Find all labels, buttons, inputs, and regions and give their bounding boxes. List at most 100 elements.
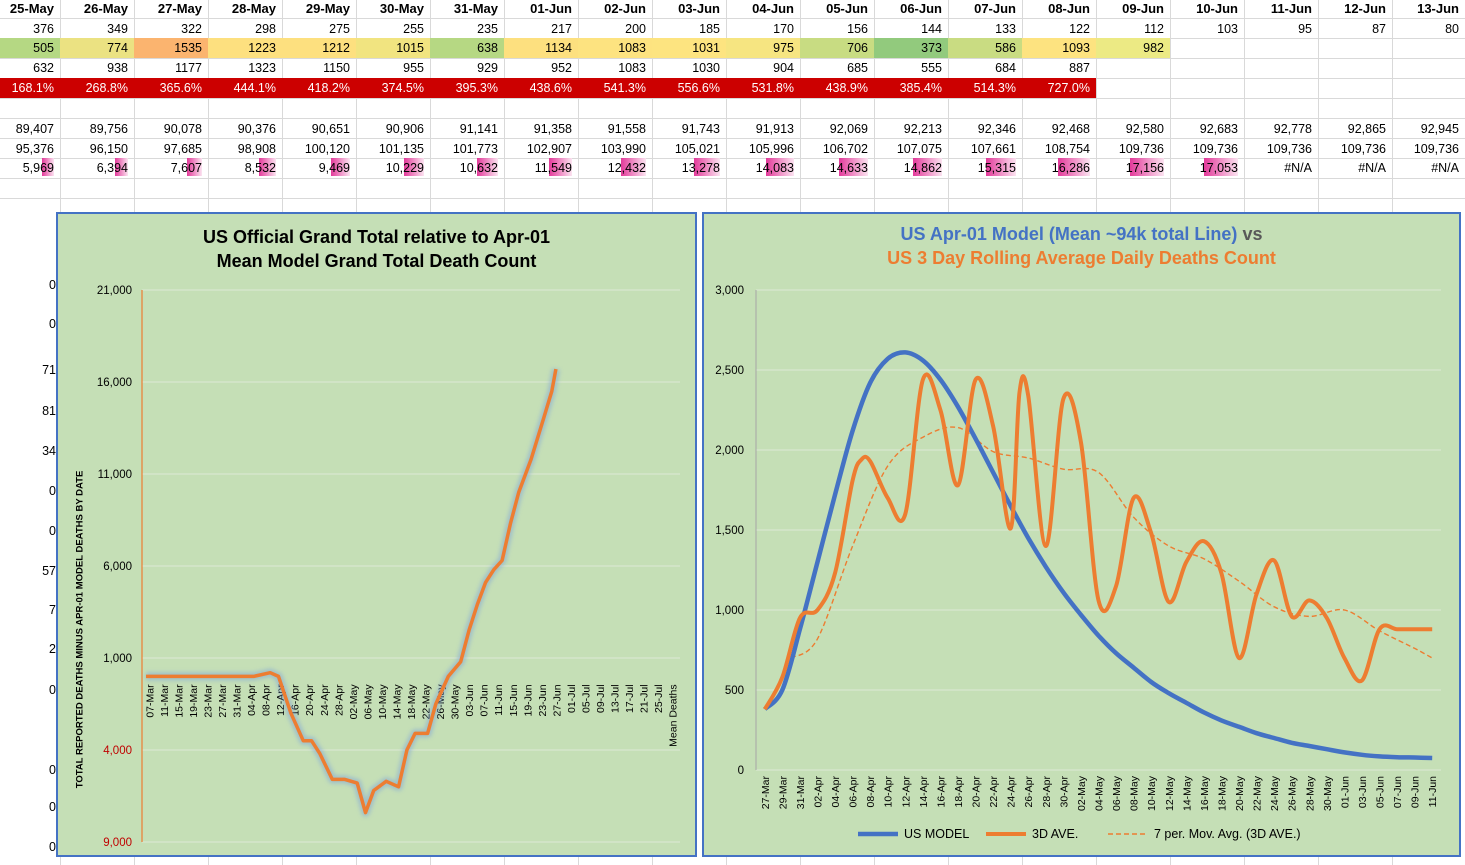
model-daily-cell[interactable]: 133 — [995, 22, 1016, 36]
official-total-cell[interactable]: 105,021 — [674, 142, 720, 156]
date-header[interactable]: 06-Jun — [900, 1, 942, 16]
model-daily-cell[interactable]: 185 — [699, 22, 720, 36]
ratio-cell[interactable]: 395.3% — [430, 78, 504, 98]
date-header[interactable]: 28-May — [231, 1, 276, 16]
official-total-cell[interactable]: 109,736 — [1340, 142, 1386, 156]
model-total-cell[interactable]: 90,651 — [311, 122, 350, 136]
model-total-cell[interactable]: 92,580 — [1125, 122, 1164, 136]
model-daily-cell[interactable]: 200 — [625, 22, 646, 36]
model-total-cell[interactable]: 89,756 — [89, 122, 128, 136]
difference-cell[interactable]: 10,229 — [385, 161, 424, 175]
ratio-cell[interactable]: 374.5% — [356, 78, 430, 98]
rolling-cell[interactable]: 555 — [921, 61, 942, 75]
model-total-cell[interactable]: 91,913 — [755, 122, 794, 136]
model-daily-cell[interactable]: 349 — [107, 22, 128, 36]
date-header[interactable]: 04-Jun — [752, 1, 794, 16]
rolling-cell[interactable]: 1083 — [618, 61, 646, 75]
reported-daily-cell[interactable]: 706 — [800, 38, 874, 58]
official-total-cell[interactable]: 107,661 — [970, 142, 1016, 156]
difference-cell[interactable]: 6,394 — [96, 161, 128, 175]
model-daily-cell[interactable]: 144 — [921, 22, 942, 36]
official-total-cell[interactable]: 105,996 — [748, 142, 794, 156]
date-header[interactable]: 27-May — [157, 1, 202, 16]
date-header[interactable]: 25-May — [9, 1, 54, 16]
ratio-cell[interactable]: 365.6% — [134, 78, 208, 98]
date-header[interactable]: 13-Jun — [1417, 1, 1459, 16]
difference-cell[interactable]: 14,083 — [755, 161, 794, 175]
model-daily-cell[interactable]: 275 — [329, 22, 350, 36]
difference-cell[interactable]: #N/A — [1431, 161, 1459, 175]
model-daily-cell[interactable]: 87 — [1372, 22, 1386, 36]
reported-daily-cell[interactable]: 1083 — [578, 38, 652, 58]
date-header[interactable]: 08-Jun — [1048, 1, 1090, 16]
ratio-cell[interactable]: 556.6% — [652, 78, 726, 98]
reported-daily-cell[interactable]: 505 — [0, 38, 60, 58]
official-total-cell[interactable]: 108,754 — [1044, 142, 1090, 156]
model-daily-cell[interactable]: 112 — [1144, 22, 1164, 36]
reported-daily-cell[interactable]: 638 — [430, 38, 504, 58]
left-margin-cell[interactable]: 2 — [49, 642, 56, 656]
ratio-cell[interactable]: 444.1% — [208, 78, 282, 98]
model-daily-cell[interactable]: 80 — [1445, 22, 1459, 36]
model-daily-cell[interactable]: 122 — [1069, 22, 1090, 36]
left-margin-cell[interactable]: 0 — [49, 840, 56, 854]
date-header[interactable]: 07-Jun — [974, 1, 1016, 16]
reported-daily-cell[interactable]: 1212 — [282, 38, 356, 58]
difference-cell[interactable]: #N/A — [1358, 161, 1386, 175]
official-total-cell[interactable]: 102,907 — [526, 142, 572, 156]
date-header[interactable]: 11-Jun — [1270, 1, 1312, 16]
ratio-cell[interactable]: 514.3% — [948, 78, 1022, 98]
reported-daily-cell[interactable]: 975 — [726, 38, 800, 58]
left-margin-cell[interactable]: 57 — [42, 564, 56, 578]
difference-cell[interactable]: 10,632 — [459, 161, 498, 175]
model-daily-cell[interactable]: 217 — [551, 22, 572, 36]
model-total-cell[interactable]: 91,141 — [459, 122, 498, 136]
official-total-cell[interactable]: 109,736 — [1192, 142, 1238, 156]
chart-daily-deaths-panel[interactable]: US Apr-01 Model (Mean ~94k total Line) v… — [702, 212, 1461, 857]
model-total-cell[interactable]: 92,069 — [829, 122, 868, 136]
ratio-cell[interactable]: 438.6% — [504, 78, 578, 98]
official-total-cell[interactable]: 109,736 — [1118, 142, 1164, 156]
date-header[interactable]: 01-Jun — [530, 1, 572, 16]
difference-cell[interactable]: 17,156 — [1125, 161, 1164, 175]
model-total-cell[interactable]: 92,865 — [1347, 122, 1386, 136]
model-total-cell[interactable]: 92,945 — [1420, 122, 1459, 136]
ratio-cell[interactable]: 168.1% — [0, 78, 60, 98]
official-total-cell[interactable]: 103,990 — [600, 142, 646, 156]
official-total-cell[interactable]: 109,736 — [1266, 142, 1312, 156]
date-header[interactable]: 29-May — [305, 1, 350, 16]
rolling-cell[interactable]: 929 — [477, 61, 498, 75]
rolling-cell[interactable]: 1323 — [248, 61, 276, 75]
model-daily-cell[interactable]: 235 — [477, 22, 498, 36]
reported-daily-cell[interactable]: 1134 — [504, 38, 578, 58]
official-total-cell[interactable]: 95,376 — [15, 142, 54, 156]
date-header[interactable]: 31-May — [453, 1, 498, 16]
model-total-cell[interactable]: 92,778 — [1273, 122, 1312, 136]
difference-cell[interactable]: 9,469 — [318, 161, 350, 175]
model-daily-cell[interactable]: 376 — [33, 22, 54, 36]
model-daily-cell[interactable]: 298 — [255, 22, 276, 36]
difference-cell[interactable]: 14,862 — [903, 161, 942, 175]
reported-daily-cell[interactable]: 1031 — [652, 38, 726, 58]
rolling-cell[interactable]: 887 — [1069, 61, 1090, 75]
left-margin-cell[interactable]: 7 — [49, 603, 56, 617]
left-margin-cell[interactable]: 0 — [49, 524, 56, 538]
official-total-cell[interactable]: 106,702 — [822, 142, 868, 156]
left-margin-cell[interactable]: 0 — [49, 800, 56, 814]
difference-cell[interactable]: 16,286 — [1051, 161, 1090, 175]
official-total-cell[interactable]: 107,075 — [896, 142, 942, 156]
official-total-cell[interactable]: 101,135 — [378, 142, 424, 156]
ratio-cell[interactable]: 385.4% — [874, 78, 948, 98]
left-margin-cell[interactable]: 34 — [42, 444, 56, 458]
model-total-cell[interactable]: 91,358 — [533, 122, 572, 136]
official-total-cell[interactable]: 100,120 — [304, 142, 350, 156]
left-margin-cell[interactable]: 71 — [42, 363, 56, 377]
ratio-cell[interactable]: 541.3% — [578, 78, 652, 98]
date-header[interactable]: 03-Jun — [678, 1, 720, 16]
official-total-cell[interactable]: 97,685 — [163, 142, 202, 156]
difference-cell[interactable]: 17,053 — [1199, 161, 1238, 175]
model-total-cell[interactable]: 92,346 — [977, 122, 1016, 136]
model-total-cell[interactable]: 90,906 — [385, 122, 424, 136]
reported-daily-cell[interactable]: 1015 — [356, 38, 430, 58]
model-total-cell[interactable]: 92,683 — [1199, 122, 1238, 136]
